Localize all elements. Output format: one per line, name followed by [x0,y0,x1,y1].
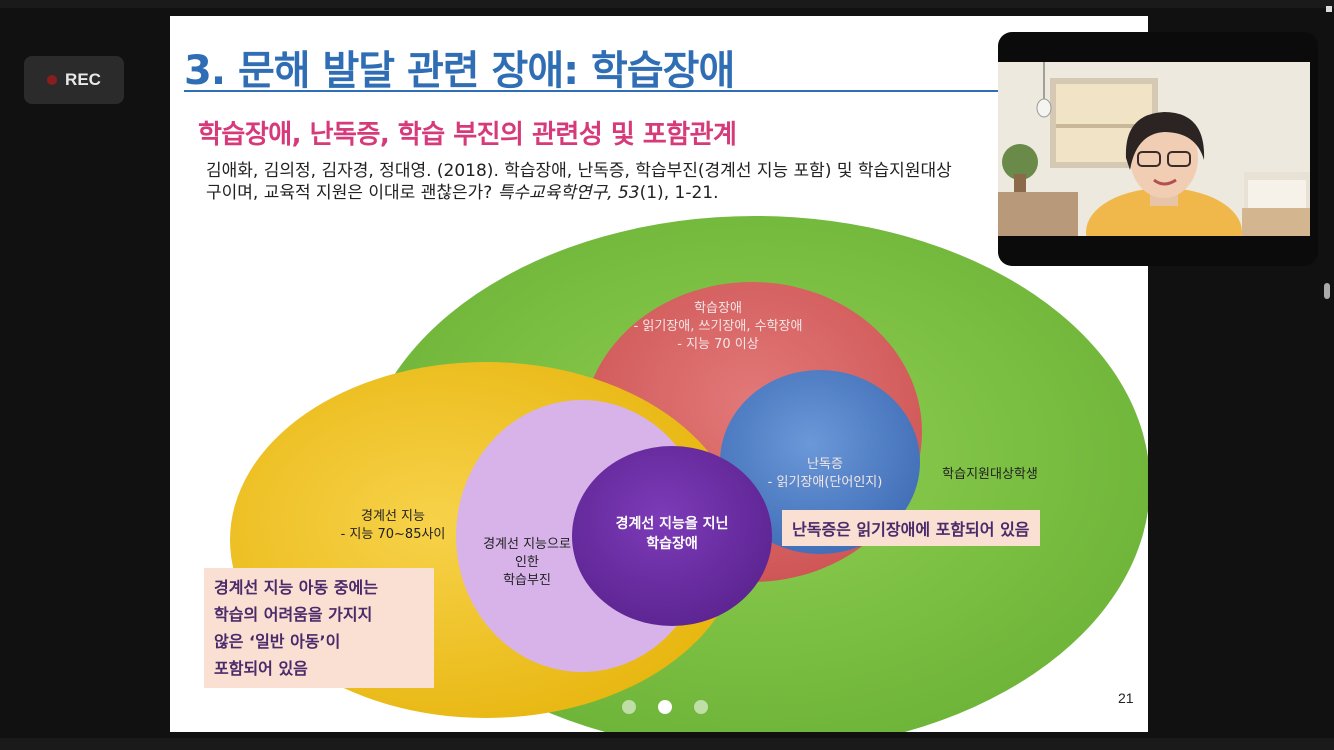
borderline-note-line-4: 포함되어 있음 [214,659,308,678]
rec-label: REC [65,70,101,89]
rec-indicator[interactable]: REC [24,56,124,104]
dyslexia-note: 난독증은 읽기장애에 포함되어 있음 [782,510,1040,546]
bottom-bar [0,738,1334,750]
page-dot[interactable] [622,700,636,714]
citation-line-1: 김애화, 김의정, 김자경, 정대영. (2018). 학습장애, 난독증, 학… [206,161,952,181]
ld-line-1: - 읽기장애, 쓰기장애, 수학장애 [633,319,803,334]
cursor-icon [1326,6,1332,12]
citation-line-2: 구이며, 교육적 지원은 이대로 괜찮은가? 특수교육학연구, 53(1), 1… [206,182,952,204]
borderline-note: 경계선 지능 아동 중에는 학습의 어려움을 가지지 않은 ‘일반 아동’이 포… [204,568,434,688]
slide-subtitle: 학습장애, 난독증, 학습 부진의 관련성 및 포함관계 [198,120,737,150]
ld-line-2: - 지능 70 이상 [677,337,759,352]
citation-journal: 특수교육학연구, 53 [497,183,640,203]
ld-label: 학습장애 - 읽기장애, 쓰기장애, 수학장애 - 지능 70 이상 [618,300,818,354]
underachievement-line-1: 경계선 지능으로 [483,537,571,552]
citation-issue: (1), 1-21. [639,183,719,203]
support-students-label: 학습지원대상학생 [942,467,1038,482]
dyslexia-circle [720,370,920,554]
dyslexia-label: 난독증 - 읽기장애(단어인지) [760,456,890,492]
webcam-tile[interactable] [998,32,1318,266]
page-dot-active[interactable] [658,700,672,714]
citation-text: 구이며, 교육적 지원은 이대로 괜찮은가? [206,183,498,203]
center-line-2: 학습장애 [646,536,698,552]
slide-pagination [622,700,708,714]
borderline-note-line-1: 경계선 지능 아동 중에는 [214,578,378,597]
presentation-slide: 3. 문해 발달 관련 장애: 학습장애 학습장애, 난독증, 학습 부진의 관… [170,16,1148,732]
slide-title: 3. 문해 발달 관련 장애: 학습장애 [184,48,735,94]
person-video-icon [998,62,1310,236]
underachievement-line-3: 학습부진 [503,573,551,588]
borderline-note-line-2: 학습의 어려움을 가지지 [214,605,373,624]
venn-diagram [230,216,1148,732]
scrollbar-handle[interactable] [1324,283,1330,299]
borderline-ld-circle [572,446,772,626]
borderline-label: 경계선 지능 - 지능 70~85사이 [328,508,458,544]
center-label: 경계선 지능을 지닌 학습장애 [602,514,742,554]
borderline-line-1: - 지능 70~85사이 [340,527,446,542]
ld-title: 학습장애 [694,301,742,316]
borderline-note-line-3: 않은 ‘일반 아동’이 [214,632,341,651]
slide-number: 21 [1118,690,1134,706]
top-bar [0,0,1334,8]
title-divider [184,90,1148,92]
page-dot[interactable] [694,700,708,714]
underachievement-line-2: 인한 [515,555,539,570]
dyslexia-title: 난독증 [807,457,843,472]
citation: 김애화, 김의정, 김자경, 정대영. (2018). 학습장애, 난독증, 학… [206,160,952,204]
center-line-1: 경계선 지능을 지닌 [615,516,729,532]
underachievement-label: 경계선 지능으로 인한 학습부진 [472,536,582,590]
record-dot-icon [47,75,58,85]
dyslexia-line-1: - 읽기장애(단어인지) [767,475,883,490]
borderline-title: 경계선 지능 [361,509,425,524]
